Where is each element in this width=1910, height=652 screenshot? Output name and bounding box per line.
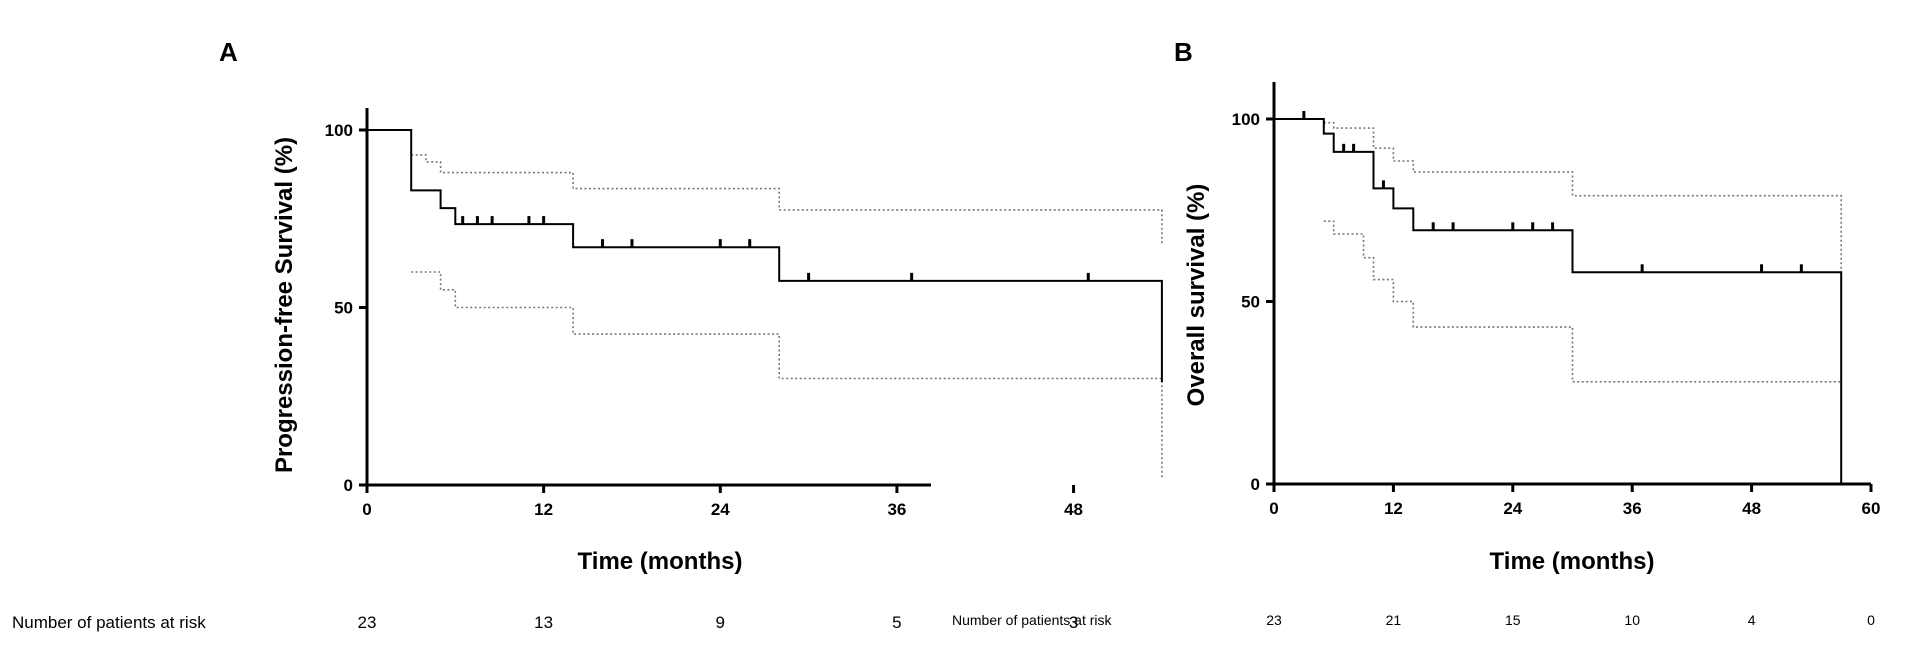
panel-b-x-tick-label: 12 xyxy=(1384,499,1403,518)
panel-a-y-axis-title: Progression-free Survival (%) xyxy=(271,137,298,473)
panel-a-risk-table-label: Number of patients at risk xyxy=(12,613,206,632)
panel-b-survival-curve xyxy=(1274,118,1843,484)
panel-a-risk-count: 13 xyxy=(534,613,553,632)
panel-b-label: B xyxy=(1174,37,1193,67)
panel-a-x-tick-label: 12 xyxy=(534,500,553,519)
panel-b-upper-ci-line xyxy=(1323,121,1842,273)
panel-b-x-tick-label: 0 xyxy=(1269,499,1278,518)
panel-b-y-tick-label: 100 xyxy=(1232,110,1260,129)
panel-b-plot: 0 12 24 36 48 60 0 50 100 23 21 15 10 4 0 xyxy=(1232,82,1881,628)
panel-a-risk-count: 5 xyxy=(892,613,901,632)
panel-b-y-tick-label: 50 xyxy=(1241,293,1260,312)
panel-a-y-tick-label: 0 xyxy=(344,476,353,495)
panel-b-risk-count: 15 xyxy=(1505,612,1521,628)
panel-b-y-axis-title: Overall survival (%) xyxy=(1183,184,1210,407)
panel-b-x-tick-label: 36 xyxy=(1623,499,1642,518)
panel-b-y-tick-label: 0 xyxy=(1251,475,1260,494)
panel-b-x-axis-title: Time (months) xyxy=(1490,548,1655,575)
panel-a-risk-count: 3 xyxy=(1069,613,1078,632)
panel-a-x-tick-label: 0 xyxy=(362,500,371,519)
panel-a-label: A xyxy=(219,37,238,67)
panel-b-x-tick-label: 48 xyxy=(1742,499,1761,518)
panel-a-risk-count: 9 xyxy=(716,613,725,632)
panel-a-risk-count: 23 xyxy=(358,613,377,632)
panel-b-risk-count: 4 xyxy=(1748,612,1756,628)
panel-b-risk-count: 0 xyxy=(1867,612,1875,628)
panel-a-plot: 0 12 24 36 48 0 50 100 23 13 9 5 3 xyxy=(325,108,1163,632)
panel-b-risk-count: 10 xyxy=(1624,612,1640,628)
panel-a-x-tick-label: 36 xyxy=(887,500,906,519)
panel-b-risk-count: 23 xyxy=(1266,612,1282,628)
panel-a-x-tick-label: 24 xyxy=(711,500,730,519)
panel-b-x-tick-label: 60 xyxy=(1862,499,1881,518)
panel-b-risk-table-label: Number of patients at risk xyxy=(952,612,1113,628)
panel-a-upper-ci-line xyxy=(411,154,1163,244)
panel-b-x-tick-label: 24 xyxy=(1503,499,1522,518)
panel-a-survival-curve xyxy=(367,129,1163,383)
panel-a-y-tick-label: 100 xyxy=(325,121,353,140)
panel-a-x-axis-title: Time (months) xyxy=(578,548,743,575)
panel-a-x-tick-label: 48 xyxy=(1064,500,1083,519)
panel-b-risk-count: 21 xyxy=(1386,612,1402,628)
panel-b-lower-ci-line xyxy=(1323,220,1842,484)
panel-a-y-tick-label: 50 xyxy=(334,299,353,318)
panel-a-lower-ci-line xyxy=(411,271,1163,478)
